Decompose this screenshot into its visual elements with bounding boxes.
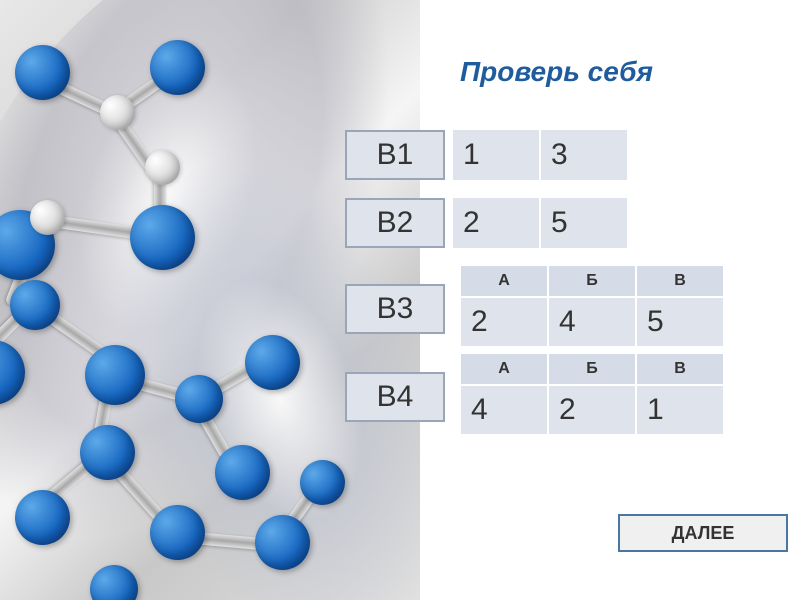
header-row: А Б В — [461, 354, 723, 384]
label-b2: В2 — [345, 198, 445, 248]
header-row: А Б В — [461, 266, 723, 296]
header-cell: В — [637, 266, 723, 296]
atom-blue — [150, 505, 205, 560]
atom-blue — [130, 205, 195, 270]
table-b3: А Б В 2 4 5 — [461, 266, 723, 346]
atom-blue — [85, 345, 145, 405]
atom-blue — [80, 425, 135, 480]
header-cell: Б — [549, 266, 635, 296]
page-title: Проверь себя — [460, 56, 653, 88]
cell: 2 — [461, 298, 547, 346]
header-cell: Б — [549, 354, 635, 384]
row-b2: В2 2 5 — [345, 198, 723, 248]
atom-blue — [255, 515, 310, 570]
value-row: 4 2 1 — [461, 386, 723, 434]
atom-blue — [15, 45, 70, 100]
cell: 5 — [541, 198, 627, 248]
atom-blue — [15, 490, 70, 545]
atom-blue — [10, 280, 60, 330]
atom-blue — [245, 335, 300, 390]
header-cell: А — [461, 266, 547, 296]
atom-blue — [215, 445, 270, 500]
cell: 2 — [453, 198, 539, 248]
row-b1: В1 1 3 — [345, 130, 723, 180]
table-b4: А Б В 4 2 1 — [461, 354, 723, 434]
atom-blue — [175, 375, 223, 423]
label-b1: В1 — [345, 130, 445, 180]
answer-rows: В1 1 3 В2 2 5 В3 А Б В 2 4 5 В4 — [345, 130, 723, 442]
cell: 3 — [541, 130, 627, 180]
atom-blue — [300, 460, 345, 505]
next-button[interactable]: ДАЛЕЕ — [618, 514, 788, 552]
cells-b2: 2 5 — [453, 198, 627, 248]
cells-b1: 1 3 — [453, 130, 627, 180]
label-b3: В3 — [345, 284, 445, 334]
atom-light — [145, 150, 180, 185]
row-b4: В4 А Б В 4 2 1 — [345, 354, 723, 434]
atom-blue — [150, 40, 205, 95]
cell: 4 — [461, 386, 547, 434]
atom-light — [100, 95, 135, 130]
cell: 1 — [637, 386, 723, 434]
cell: 2 — [549, 386, 635, 434]
label-b4: В4 — [345, 372, 445, 422]
cell: 5 — [637, 298, 723, 346]
header-cell: А — [461, 354, 547, 384]
cell: 4 — [549, 298, 635, 346]
value-row: 2 4 5 — [461, 298, 723, 346]
header-cell: В — [637, 354, 723, 384]
atom-light — [30, 200, 65, 235]
cell: 1 — [453, 130, 539, 180]
row-b3: В3 А Б В 2 4 5 — [345, 266, 723, 346]
